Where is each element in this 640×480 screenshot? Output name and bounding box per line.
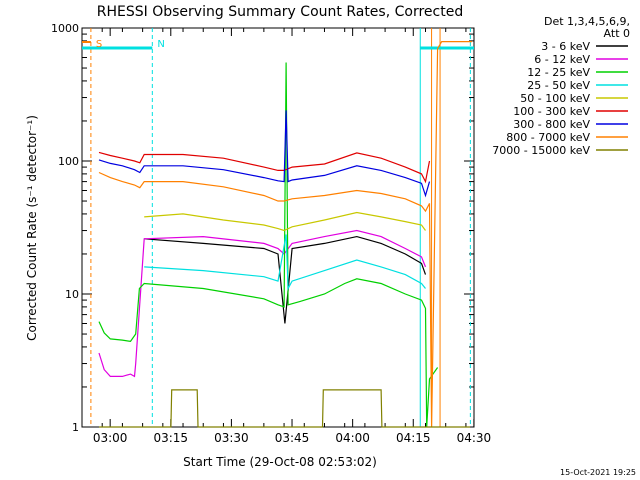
legend-label: 6 - 12 keV xyxy=(534,53,590,66)
x-axis-label: Start Time (29-Oct-08 02:53:02) xyxy=(183,455,377,469)
x-tick-label: 03:45 xyxy=(275,431,310,445)
orbit-annotation-s: S xyxy=(96,39,102,50)
y-tick-label: 1000 xyxy=(51,22,79,35)
footer-timestamp: 15-Oct-2021 19:25 xyxy=(560,468,636,477)
orbit-annotation-n: N xyxy=(157,39,164,50)
legend-label: 12 - 25 keV xyxy=(527,66,590,79)
x-tick-label: 04:15 xyxy=(396,431,431,445)
y-axis-label: Corrected Count Rate (s⁻¹ detector⁻¹) xyxy=(25,115,39,341)
plot-frame xyxy=(81,27,475,428)
legend-label: 3 - 6 keV xyxy=(541,40,590,53)
x-tick-label: 03:15 xyxy=(153,431,188,445)
y-tick-label: 100 xyxy=(58,155,79,168)
legend-label: 800 - 7000 keV xyxy=(506,131,590,144)
y-tick-label: 10 xyxy=(65,288,79,301)
series-line-2 xyxy=(98,62,439,428)
series-line-3 xyxy=(144,234,426,291)
series-line-1 xyxy=(98,229,427,378)
series-line-5 xyxy=(98,151,431,184)
x-tick-label: 04:30 xyxy=(457,431,492,445)
legend-label: 100 - 300 keV xyxy=(513,105,590,118)
legend-label: 25 - 50 keV xyxy=(527,79,590,92)
legend-label: 300 - 800 keV xyxy=(513,118,590,131)
x-tick-label: 03:00 xyxy=(93,431,128,445)
series-line-4 xyxy=(144,211,426,232)
plot-area: 1 10 100 1000 03:00 03:15 03:30 03:45 04:00 04:15… xyxy=(51,22,491,445)
legend-header-det: Det 1,3,4,5,6,9, xyxy=(544,15,630,28)
series-line-7 xyxy=(98,40,472,428)
x-tick-label: 03:30 xyxy=(214,431,249,445)
series-line-8 xyxy=(99,389,470,428)
legend-label: 50 - 100 keV xyxy=(520,92,590,105)
series-line-6 xyxy=(98,110,431,198)
legend-header-att: Att 0 xyxy=(604,27,630,40)
chart-title: RHESSI Observing Summary Count Rates, Co… xyxy=(97,4,463,20)
series-line-0 xyxy=(144,235,427,324)
y-tick-label: 1 xyxy=(72,421,79,434)
legend-label: 7000 - 15000 keV xyxy=(492,144,590,157)
x-tick-label: 04:00 xyxy=(335,431,370,445)
